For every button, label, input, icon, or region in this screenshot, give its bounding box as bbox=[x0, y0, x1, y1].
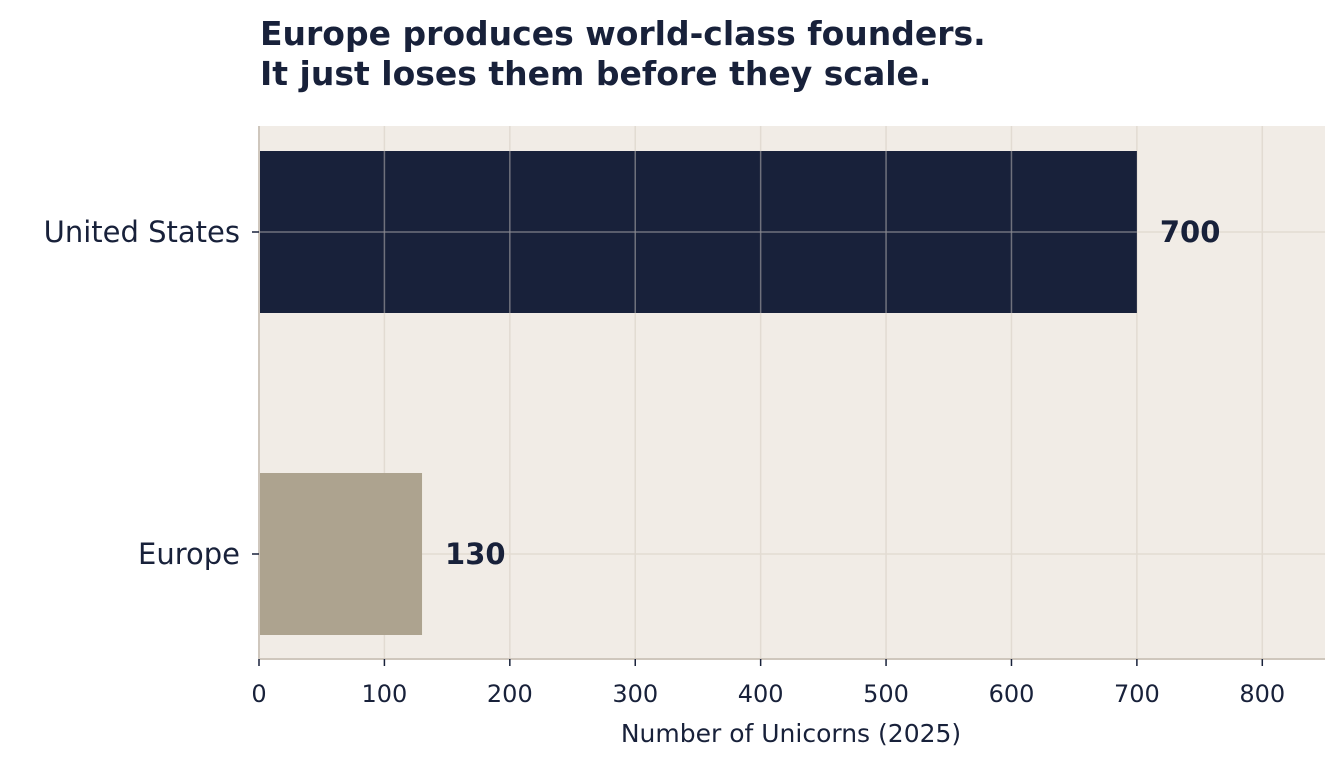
x-tick-label: 200 bbox=[487, 680, 533, 708]
value-label: 700 bbox=[1160, 215, 1221, 249]
bar-europe bbox=[259, 473, 423, 635]
x-tick-label: 0 bbox=[251, 680, 266, 708]
x-tick-label: 800 bbox=[1239, 680, 1285, 708]
x-tick-label: 100 bbox=[362, 680, 408, 708]
x-tick-label: 600 bbox=[989, 680, 1035, 708]
x-tick-label: 400 bbox=[738, 680, 784, 708]
x-tick-label: 700 bbox=[1114, 680, 1160, 708]
x-tick-label: 500 bbox=[863, 680, 909, 708]
category-label: Europe bbox=[138, 537, 240, 571]
chart-title-line-1: Europe produces world-class founders. bbox=[260, 14, 986, 53]
chart-title-line-2: It just loses them before they scale. bbox=[260, 54, 932, 93]
chart-title: Europe produces world-class founders. It… bbox=[260, 14, 986, 94]
x-tick-label: 300 bbox=[612, 680, 658, 708]
category-label: United States bbox=[44, 215, 240, 249]
value-label: 130 bbox=[445, 537, 506, 571]
x-axis-title: Number of Unicorns (2025) bbox=[621, 719, 961, 748]
